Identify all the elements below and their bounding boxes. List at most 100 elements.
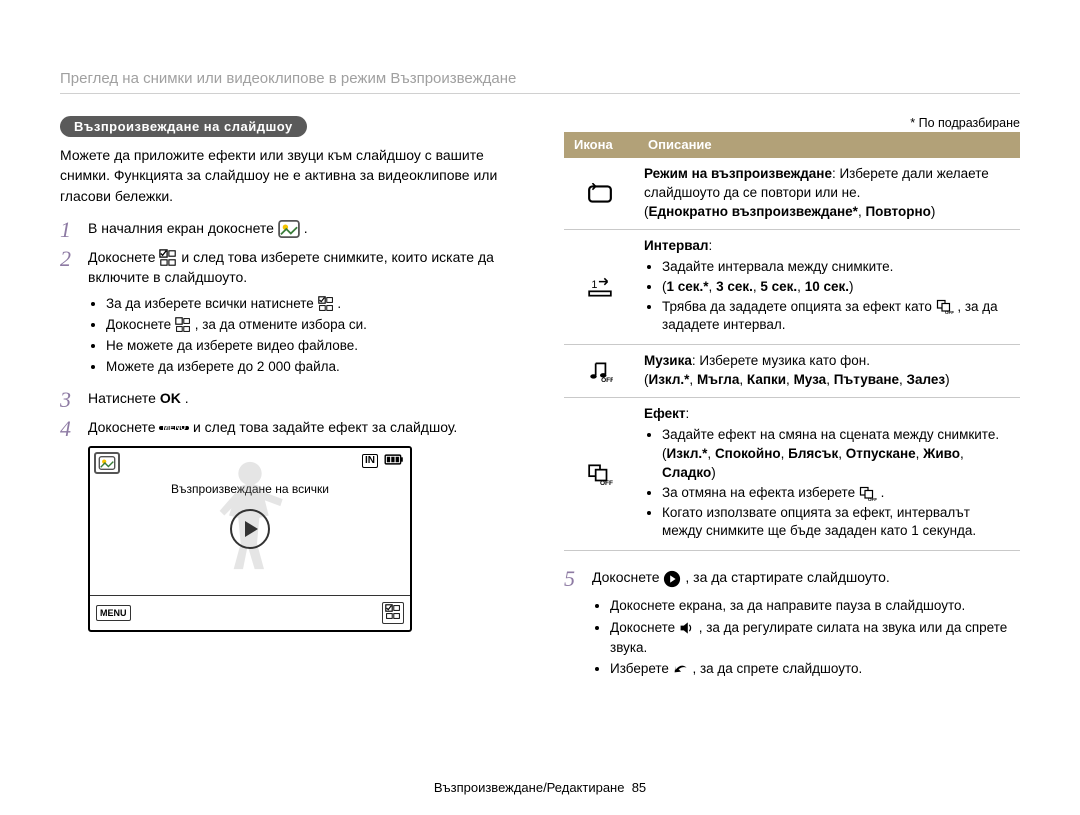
row3-s4: , bbox=[826, 372, 834, 387]
step-num-5: 5 bbox=[564, 567, 582, 590]
step4-text-b: и след това задайте ефект за слайдшоу. bbox=[193, 419, 457, 435]
row3-s5: , bbox=[899, 372, 907, 387]
menu-icon: MENU bbox=[159, 426, 189, 430]
ok-button-label: OK bbox=[160, 390, 181, 406]
row4-o3: Блясък bbox=[788, 446, 838, 461]
row3-desc: : Изберете музика като фон. bbox=[692, 353, 870, 368]
row3-s1: , bbox=[689, 372, 697, 387]
row4-s5: , bbox=[960, 446, 964, 461]
effect-inline-icon bbox=[859, 486, 877, 501]
step5-b2a: Докоснете bbox=[610, 620, 679, 635]
page-title: Преглед на снимки или видеоклипове в реж… bbox=[60, 70, 1020, 87]
step1-text-end: . bbox=[304, 220, 308, 236]
row4-s3: , bbox=[838, 446, 846, 461]
footer-page: 85 bbox=[632, 780, 646, 795]
shot-select-button[interactable] bbox=[382, 602, 404, 624]
row3-o5: Пътуване bbox=[834, 372, 899, 387]
default-note: * По подразбиране bbox=[564, 116, 1020, 130]
intro-text: Можете да приложите ефекти или звуци към… bbox=[60, 145, 516, 206]
step2-b2a: Докоснете bbox=[106, 317, 175, 332]
step-num-4: 4 bbox=[60, 417, 78, 440]
step5-b3a: Изберете bbox=[610, 661, 673, 676]
step3-text-b: . bbox=[185, 390, 189, 406]
effect-off-inline-icon bbox=[936, 299, 954, 314]
row2-b1: Задайте интервала между снимките. bbox=[662, 258, 1012, 277]
shot-menu-button[interactable]: MENU bbox=[96, 605, 131, 621]
left-column: Възпроизвеждане на слайдшоу Можете да пр… bbox=[60, 116, 516, 689]
row3-o1: Изкл.* bbox=[649, 372, 690, 387]
row2-opt1: 1 сек.* bbox=[667, 279, 709, 294]
step5-bullets: Докоснете екрана, за да направите пауза … bbox=[564, 596, 1020, 679]
step-num-2: 2 bbox=[60, 247, 78, 288]
row2-title: Интервал bbox=[644, 238, 708, 253]
slideshow-screenshot: IN Възпроизвеждане на всички MENU bbox=[88, 446, 412, 632]
table-row: Интервал: Задайте интервала между снимки… bbox=[564, 229, 1020, 344]
step-num-1: 1 bbox=[60, 218, 78, 241]
step2-b1b: . bbox=[337, 296, 341, 311]
row4-b3: Когато използвате опцията за ефект, инте… bbox=[662, 504, 1012, 542]
step2-bullets: За да изберете всички натиснете . Докосн… bbox=[60, 294, 516, 378]
step1-text: В началния екран докоснете bbox=[88, 220, 278, 236]
table-row: Режим на възпроизвеждане: Изберете дали … bbox=[564, 158, 1020, 229]
interval-icon bbox=[587, 276, 613, 298]
row1-opt2: Повторно bbox=[865, 204, 930, 219]
row3-o4: Муза bbox=[794, 372, 827, 387]
right-column: * По подразбиране Икона Описание Режим н… bbox=[564, 116, 1020, 689]
step5-b: , за да стартирате слайдшоуто. bbox=[685, 569, 889, 585]
row3-o3: Капки bbox=[747, 372, 786, 387]
select-all-icon bbox=[318, 296, 334, 312]
options-table: Икона Описание Режим на възпроизвеждане:… bbox=[564, 132, 1020, 551]
row2-opt3: 5 сек. bbox=[760, 279, 797, 294]
row4-b2b: . bbox=[881, 485, 885, 500]
battery-icon bbox=[384, 454, 404, 468]
th-desc: Описание bbox=[638, 132, 1020, 158]
play-icon bbox=[663, 570, 681, 588]
step2-b4: Можете да изберете до 2 000 файла. bbox=[106, 357, 516, 377]
effect-off-icon bbox=[587, 463, 613, 485]
row4-b2a: За отмяна на ефекта изберете bbox=[662, 485, 859, 500]
deselect-icon bbox=[175, 317, 191, 333]
table-row: Музика: Изберете музика като фон. (Изкл.… bbox=[564, 345, 1020, 398]
step-5: 5 Докоснете , за да стартирате слайдшоут… bbox=[564, 567, 1020, 590]
row4-s4: , bbox=[916, 446, 924, 461]
step2-b1a: За да изберете всички натиснете bbox=[106, 296, 318, 311]
row4-b1b: ) bbox=[711, 465, 716, 480]
step-2: 2 Докоснете и след това изберете снимкит… bbox=[60, 247, 516, 288]
row2-s1: , bbox=[709, 279, 717, 294]
row4-o4: Отпускане bbox=[846, 446, 916, 461]
back-icon bbox=[673, 662, 689, 678]
row2-b3a: Трябва да зададете опцията за ефект като bbox=[662, 299, 936, 314]
footer: Възпроизвеждане/Редактиране 85 bbox=[0, 780, 1080, 795]
row2-opt2: 3 сек. bbox=[716, 279, 753, 294]
step-4: 4 Докоснете MENU и след това задайте ефе… bbox=[60, 417, 516, 440]
row3-o2: Мъгла bbox=[697, 372, 739, 387]
step4-text-a: Докоснете bbox=[88, 419, 159, 435]
step2-text-a: Докоснете bbox=[88, 249, 159, 265]
table-row: Ефект: Задайте ефект на смяна на сцената… bbox=[564, 398, 1020, 551]
shot-app-icon bbox=[94, 452, 120, 474]
row4-title: Ефект bbox=[644, 406, 686, 421]
row1-title: Режим на възпроизвеждане bbox=[644, 166, 832, 181]
row3-p2: ) bbox=[945, 372, 950, 387]
row2-b2-p2: ) bbox=[849, 279, 854, 294]
select-check-icon bbox=[159, 249, 177, 267]
step3-text-a: Натиснете bbox=[88, 390, 160, 406]
step2-b2b: , за да отмените избора си. bbox=[195, 317, 367, 332]
th-icon: Икона bbox=[564, 132, 638, 158]
section-pill: Възпроизвеждане на слайдшоу bbox=[60, 116, 307, 137]
step2-b3: Не можете да изберете видео файлове. bbox=[106, 336, 516, 356]
step-3: 3 Натиснете OK . bbox=[60, 388, 516, 411]
row2-colon: : bbox=[708, 238, 712, 253]
row2-s3: , bbox=[797, 279, 805, 294]
step5-b1: Докоснете екрана, за да направите пауза … bbox=[610, 596, 1020, 616]
row4-s1: , bbox=[707, 446, 715, 461]
row1-opt1: Еднократно възпроизвеждане* bbox=[649, 204, 858, 219]
footer-text: Възпроизвеждане/Редактиране bbox=[434, 780, 625, 795]
step-num-3: 3 bbox=[60, 388, 78, 411]
row1-p2: ) bbox=[931, 204, 936, 219]
row3-s2: , bbox=[739, 372, 747, 387]
step5-b3b: , за да спрете слайдшоуто. bbox=[692, 661, 862, 676]
step-1: 1 В началния екран докоснете . bbox=[60, 218, 516, 241]
slideshow-app-icon bbox=[278, 220, 300, 238]
play-button[interactable] bbox=[230, 509, 270, 549]
